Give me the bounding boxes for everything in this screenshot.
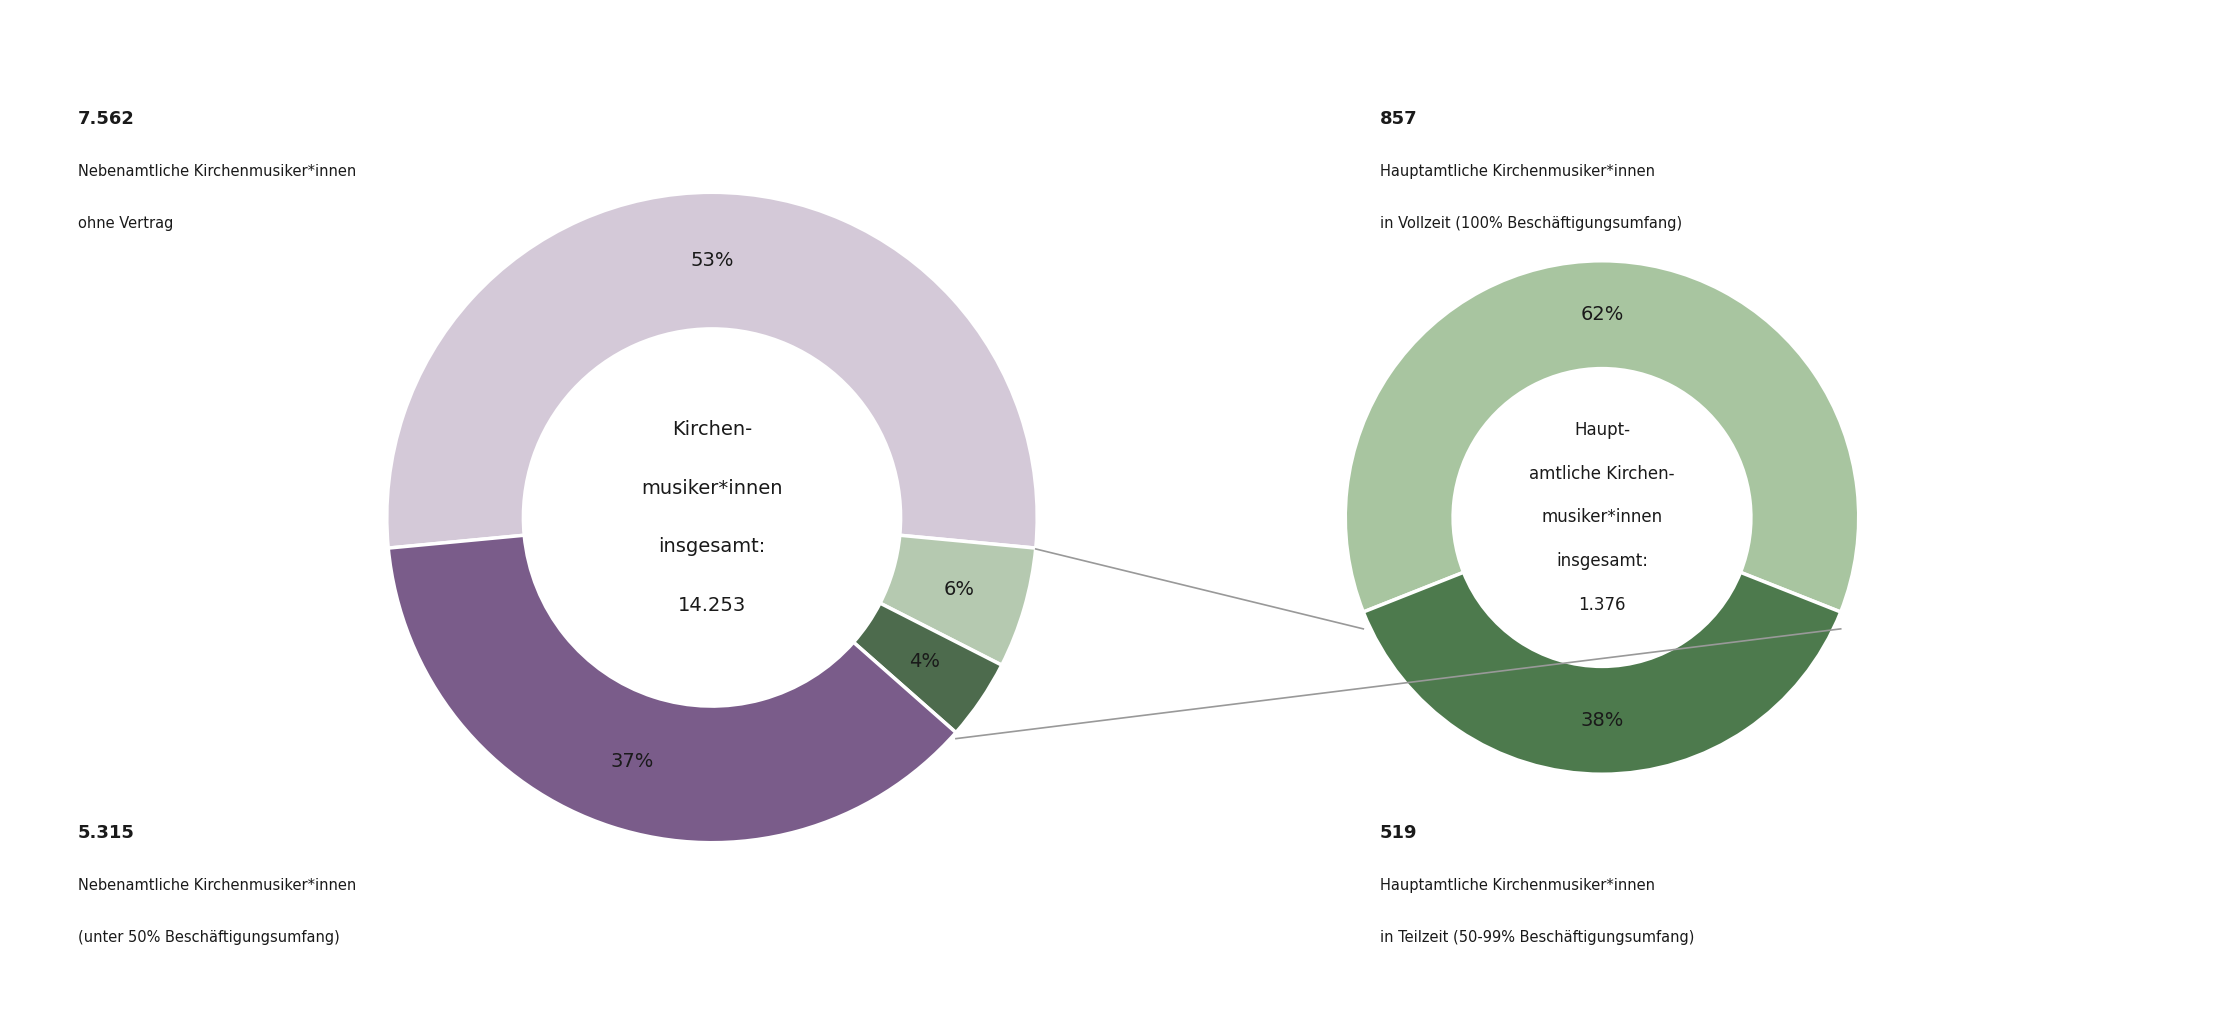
Text: Kirchen-: Kirchen-: [672, 420, 752, 439]
Text: 38%: 38%: [1580, 711, 1624, 730]
Text: 62%: 62%: [1580, 305, 1624, 324]
Text: insgesamt:: insgesamt:: [1555, 552, 1649, 570]
Text: ohne Vertrag: ohne Vertrag: [78, 215, 174, 231]
Text: 7.562: 7.562: [78, 110, 136, 128]
Circle shape: [523, 329, 901, 706]
Text: 37%: 37%: [612, 752, 654, 771]
Wedge shape: [1364, 572, 1840, 774]
Wedge shape: [881, 535, 1037, 666]
Text: amtliche Kirchen-: amtliche Kirchen-: [1529, 465, 1675, 483]
Wedge shape: [387, 193, 1037, 549]
Wedge shape: [387, 535, 957, 842]
Text: Hauptamtliche Kirchenmusiker*innen: Hauptamtliche Kirchenmusiker*innen: [1380, 878, 1655, 893]
Circle shape: [1453, 368, 1751, 667]
Text: Nebenamtliche Kirchenmusiker*innen: Nebenamtliche Kirchenmusiker*innen: [78, 878, 356, 893]
Text: Haupt-: Haupt-: [1573, 421, 1631, 439]
Text: in Teilzeit (50-99% Beschäftigungsumfang): in Teilzeit (50-99% Beschäftigungsumfang…: [1380, 929, 1693, 945]
Text: 857: 857: [1380, 110, 1417, 128]
Text: 4%: 4%: [910, 652, 939, 672]
Text: 5.315: 5.315: [78, 824, 136, 842]
Text: 1.376: 1.376: [1578, 596, 1626, 614]
Text: 6%: 6%: [943, 580, 975, 598]
Wedge shape: [1346, 261, 1858, 612]
Text: in Vollzeit (100% Beschäftigungsumfang): in Vollzeit (100% Beschäftigungsumfang): [1380, 215, 1682, 231]
Text: musiker*innen: musiker*innen: [641, 479, 783, 498]
Text: insgesamt:: insgesamt:: [659, 537, 765, 556]
Wedge shape: [854, 603, 1001, 733]
Text: 519: 519: [1380, 824, 1417, 842]
Text: 53%: 53%: [690, 252, 734, 270]
Text: musiker*innen: musiker*innen: [1542, 508, 1662, 527]
Text: Hauptamtliche Kirchenmusiker*innen: Hauptamtliche Kirchenmusiker*innen: [1380, 164, 1655, 179]
Text: Nebenamtliche Kirchenmusiker*innen: Nebenamtliche Kirchenmusiker*innen: [78, 164, 356, 179]
Text: 14.253: 14.253: [679, 596, 745, 615]
Text: (unter 50% Beschäftigungsumfang): (unter 50% Beschäftigungsumfang): [78, 929, 340, 945]
